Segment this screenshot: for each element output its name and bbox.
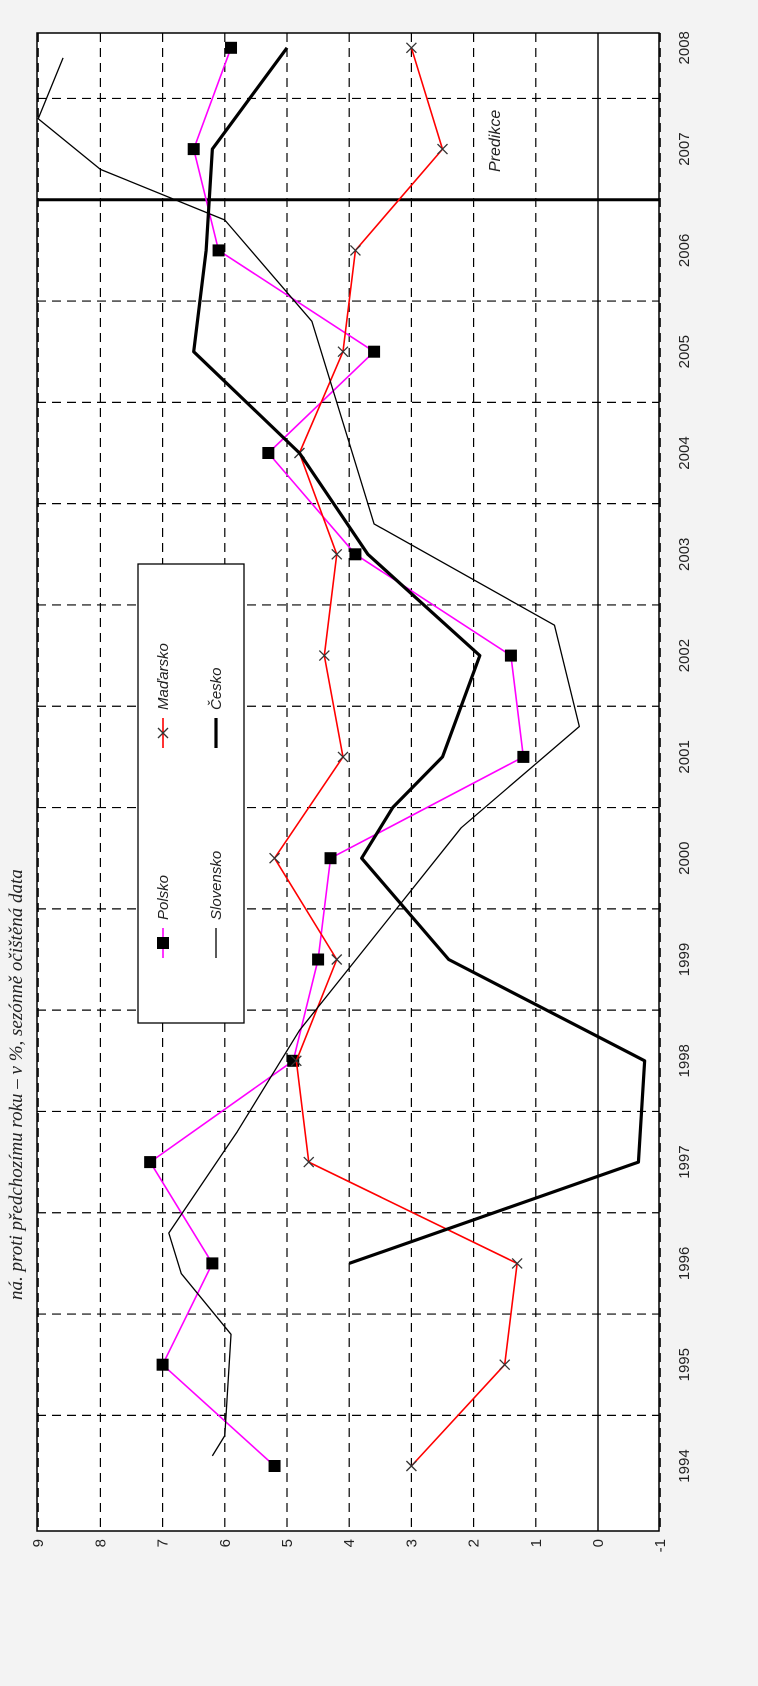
x-tick-label: 2004 [676, 436, 693, 469]
grid-lines [37, 33, 661, 1531]
legend-label-polsko: Polsko [155, 875, 172, 920]
x-axis-ticks: 1994 1995 1996 1997 1998 1999 2000 2001 2002 2003… [676, 31, 693, 1483]
y-tick-label: 2 [466, 1539, 483, 1547]
marker-stroke [437, 143, 448, 155]
legend-entry-polsko: Polsko [155, 875, 172, 958]
marker-stroke [511, 1257, 523, 1269]
data-point-ma-arsko [499, 1359, 511, 1371]
x-tick-label: 1999 [676, 943, 693, 976]
data-point-ma-arsko [405, 42, 417, 54]
y-tick-label: 8 [92, 1539, 109, 1547]
x-tick-label: 2003 [676, 538, 693, 571]
x-tick-label: 2005 [676, 335, 693, 368]
legend-entry-ma-arsko: Maďarsko [155, 643, 172, 748]
legend-box [137, 563, 245, 1024]
data-point-polsko [324, 852, 337, 865]
data-point-polsko [187, 143, 200, 156]
marker-stroke [405, 1460, 417, 1472]
marker-stroke [331, 954, 343, 965]
data-point-ma-arsko [511, 1257, 523, 1269]
data-point-ma-arsko [269, 852, 281, 864]
data-point-polsko [206, 1257, 219, 1270]
y-tick-label: 1 [528, 1539, 545, 1547]
series-line-slovensko [37, 57, 580, 1457]
y-axis-ticks: 9 8 7 6 5 4 3 2 1 0 -1 [30, 1539, 669, 1552]
marker-stroke [349, 244, 361, 256]
data-point-ma-arsko [290, 1055, 302, 1067]
data-point-polsko [225, 41, 238, 54]
x-tick-label: 1996 [676, 1247, 693, 1280]
data-point-ma-arsko [349, 244, 361, 256]
y-tick-label: 4 [341, 1539, 358, 1547]
marker-stroke [337, 751, 349, 763]
data-point-ma-arsko [405, 1460, 417, 1472]
x-tick-label: 2002 [676, 639, 693, 672]
y-tick-label: 5 [279, 1539, 296, 1547]
x-tick-label: 1997 [676, 1145, 693, 1178]
x-tick-label: 1994 [676, 1449, 693, 1482]
legend: Polsko Maďarsko Slovensko Česko [137, 563, 245, 1024]
series-line--esko [192, 46, 647, 1265]
series-slovensko [37, 57, 580, 1457]
y-tick-label: 9 [30, 1539, 47, 1547]
x-tick-label: 2000 [676, 842, 693, 875]
data-point-ma-arsko [337, 751, 349, 763]
data-point-polsko [144, 1156, 157, 1169]
legend-label-slovensko: Slovensko [208, 851, 225, 920]
data-point-ma-arsko [318, 650, 330, 662]
data-point-ma-arsko [437, 143, 448, 155]
data-point-polsko [312, 953, 325, 966]
legend-entry--esko: Česko [208, 667, 225, 748]
x-tick-label: 2008 [676, 31, 693, 64]
legend-swatch-marker [157, 727, 169, 739]
data-point-polsko [262, 447, 275, 459]
x-tick-label: 2006 [676, 234, 693, 267]
x-tick-label: 1995 [676, 1348, 693, 1381]
data-point-ma-arsko [303, 1156, 315, 1168]
marker-stroke [337, 346, 349, 358]
y-tick-label: 3 [403, 1539, 420, 1547]
marker-stroke [331, 548, 343, 560]
y-tick-label: 7 [155, 1539, 172, 1547]
x-tick-label: 2001 [676, 740, 693, 773]
data-point-polsko [212, 244, 225, 257]
plot-area [36, 32, 660, 1532]
series--esko [192, 46, 647, 1265]
data-point-polsko [349, 548, 362, 561]
marker-stroke [499, 1359, 511, 1371]
marker-stroke [269, 852, 281, 864]
series-polsko [144, 41, 530, 1472]
data-point-ma-arsko [331, 954, 343, 965]
prediction-annotation: Predikce [487, 110, 504, 172]
legend-label-ma-arsko: Maďarsko [155, 643, 172, 710]
marker-stroke [290, 1055, 302, 1067]
y-tick-label: 0 [590, 1539, 607, 1547]
data-point-polsko [517, 750, 530, 763]
y-tick-label: -1 [652, 1539, 669, 1552]
marker-stroke [405, 42, 417, 54]
x-tick-label: 1998 [676, 1044, 693, 1077]
data-point-ma-arsko [331, 548, 343, 560]
data-point-polsko [156, 1358, 169, 1371]
x-tick-label: 2007 [676, 132, 693, 165]
series-layer [37, 41, 647, 1472]
legend-entry-slovensko: Slovensko [208, 851, 225, 958]
legend-swatch-marker [157, 937, 169, 949]
y-tick-label: 6 [217, 1539, 234, 1547]
marker-stroke [303, 1156, 315, 1168]
data-point-polsko [268, 1460, 281, 1472]
data-point-ma-arsko [337, 346, 349, 358]
data-point-polsko [368, 345, 381, 358]
marker-stroke [318, 650, 330, 662]
prediction-label: Predikce [487, 110, 504, 172]
legend-label--esko: Česko [208, 667, 225, 710]
data-point-polsko [504, 649, 517, 662]
